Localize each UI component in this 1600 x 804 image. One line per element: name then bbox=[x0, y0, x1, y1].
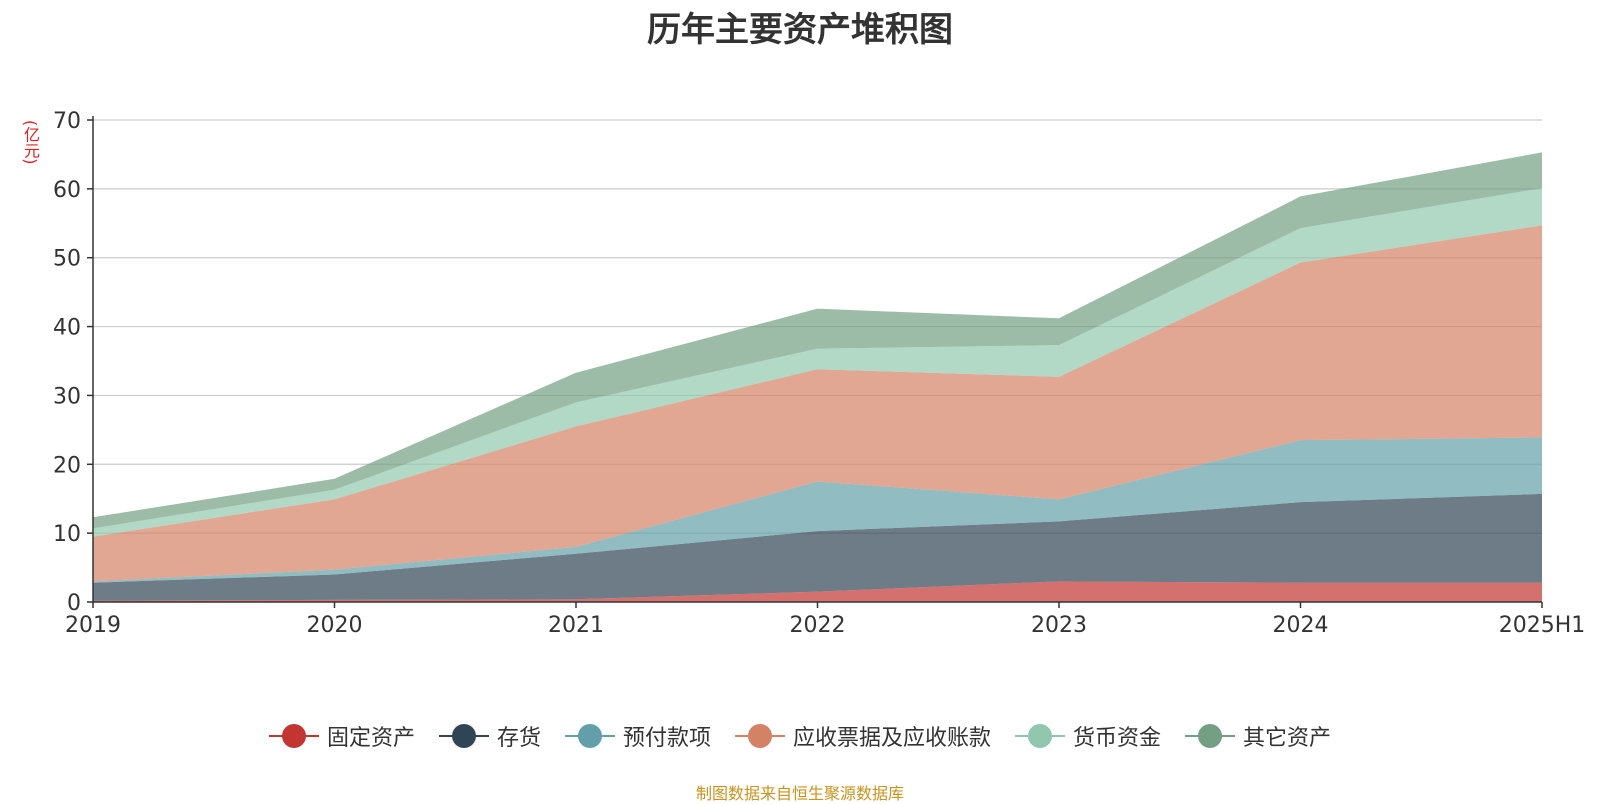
legend-item-5[interactable]: 其它资产 bbox=[1185, 720, 1331, 752]
legend-label: 应收票据及应收账款 bbox=[793, 726, 992, 751]
y-tick-label: 60 bbox=[53, 178, 81, 203]
legend-item-0[interactable]: 固定资产 bbox=[268, 720, 415, 752]
legend-item-1[interactable]: 存货 bbox=[438, 720, 541, 752]
legend-label: 预付款项 bbox=[622, 726, 711, 751]
legend-swatch bbox=[735, 724, 785, 748]
area-series-1 bbox=[93, 493, 1542, 601]
y-tick-label: 30 bbox=[53, 384, 81, 409]
x-tick-label: 2021 bbox=[548, 613, 604, 638]
y-tick-label: 20 bbox=[53, 453, 81, 478]
area-series-0 bbox=[93, 581, 1542, 602]
legend-item-3[interactable]: 应收票据及应收账款 bbox=[735, 720, 991, 752]
area-series-3 bbox=[93, 225, 1542, 582]
x-tick-label: 2025H1 bbox=[1499, 613, 1586, 638]
legend-label: 存货 bbox=[496, 726, 541, 751]
legend-swatch bbox=[564, 724, 615, 748]
x-tick-label: 2023 bbox=[1031, 613, 1087, 638]
x-tick-label: 2022 bbox=[790, 613, 846, 638]
legend-item-4[interactable]: 货币资金 bbox=[1015, 720, 1161, 752]
y-tick-label: 10 bbox=[53, 522, 81, 547]
y-tick-label: 50 bbox=[53, 247, 81, 272]
x-tick-label: 2019 bbox=[65, 613, 121, 638]
y-tick-label: 40 bbox=[53, 316, 81, 341]
legend-label: 固定资产 bbox=[326, 726, 415, 751]
y-tick-label: 0 bbox=[67, 591, 81, 616]
x-tick-label: 2020 bbox=[307, 613, 363, 638]
legend-label: 其它资产 bbox=[1243, 726, 1332, 751]
y-axis-unit-label: (亿元) bbox=[21, 120, 40, 165]
legend-label: 货币资金 bbox=[1073, 726, 1162, 751]
legend-swatch bbox=[1185, 724, 1236, 748]
y-tick-label: 70 bbox=[53, 109, 81, 134]
legend-swatch bbox=[268, 724, 319, 748]
legend-swatch bbox=[1015, 724, 1066, 748]
chart-legend: 固定资产 存货 预付款项 应收票据及应收账款 货币资金 其它资产 bbox=[0, 720, 1600, 752]
area-series-2 bbox=[93, 437, 1542, 583]
legend-item-2[interactable]: 预付款项 bbox=[564, 720, 711, 752]
legend-swatch bbox=[438, 724, 489, 748]
source-note: 制图数据来自恒生聚源数据库 bbox=[695, 784, 904, 803]
x-tick-label: 2024 bbox=[1273, 613, 1329, 638]
area-series-5 bbox=[93, 152, 1542, 529]
chart-title: 历年主要资产堆积图 bbox=[647, 10, 953, 50]
area-series-4 bbox=[93, 188, 1542, 537]
